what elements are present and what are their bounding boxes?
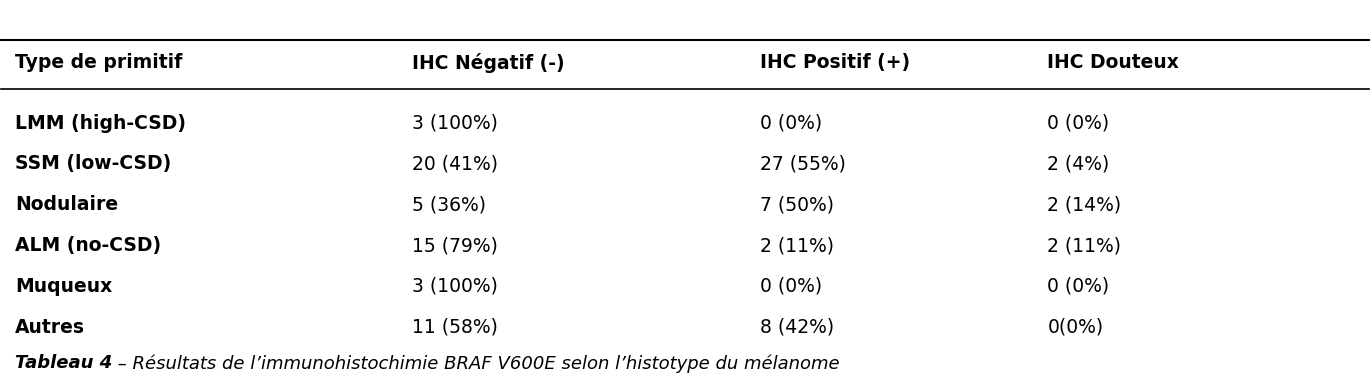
Text: 0 (0%): 0 (0%)	[760, 114, 822, 133]
Text: LMM (high-CSD): LMM (high-CSD)	[15, 114, 186, 133]
Text: 7 (50%): 7 (50%)	[760, 195, 834, 214]
Text: 0(0%): 0(0%)	[1047, 318, 1103, 337]
Text: Muqueux: Muqueux	[15, 277, 112, 296]
Text: IHC Négatif (-): IHC Négatif (-)	[411, 53, 564, 73]
Text: 0 (0%): 0 (0%)	[1047, 114, 1110, 133]
Text: SSM (low-CSD): SSM (low-CSD)	[15, 155, 171, 173]
Text: 15 (79%): 15 (79%)	[411, 236, 497, 255]
Text: 2 (4%): 2 (4%)	[1047, 155, 1110, 173]
Text: Type de primitif: Type de primitif	[15, 53, 182, 72]
Text: 3 (100%): 3 (100%)	[411, 277, 497, 296]
Text: IHC Positif (+): IHC Positif (+)	[760, 53, 910, 72]
Text: Tableau 4: Tableau 4	[15, 354, 112, 372]
Text: 2 (11%): 2 (11%)	[760, 236, 834, 255]
Text: ALM (no-CSD): ALM (no-CSD)	[15, 236, 162, 255]
Text: 20 (41%): 20 (41%)	[411, 155, 497, 173]
Text: 5 (36%): 5 (36%)	[411, 195, 485, 214]
Text: 11 (58%): 11 (58%)	[411, 318, 497, 337]
Text: 2 (14%): 2 (14%)	[1047, 195, 1122, 214]
Text: – Résultats de l’immunohistochimie BRAF V600E selon l’histotype du mélanome: – Résultats de l’immunohistochimie BRAF …	[112, 354, 840, 373]
Text: Nodulaire: Nodulaire	[15, 195, 118, 214]
Text: 2 (11%): 2 (11%)	[1047, 236, 1121, 255]
Text: 3 (100%): 3 (100%)	[411, 114, 497, 133]
Text: Autres: Autres	[15, 318, 85, 337]
Text: 8 (42%): 8 (42%)	[760, 318, 834, 337]
Text: 0 (0%): 0 (0%)	[760, 277, 822, 296]
Text: 27 (55%): 27 (55%)	[760, 155, 847, 173]
Text: IHC Douteux: IHC Douteux	[1047, 53, 1180, 72]
Text: 0 (0%): 0 (0%)	[1047, 277, 1110, 296]
